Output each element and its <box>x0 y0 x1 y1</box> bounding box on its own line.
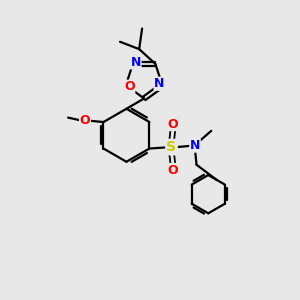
Text: N: N <box>130 56 141 69</box>
Text: O: O <box>168 118 178 130</box>
Text: O: O <box>124 80 135 93</box>
Text: N: N <box>154 77 165 90</box>
Text: S: S <box>167 140 176 154</box>
Text: N: N <box>190 139 200 152</box>
Text: O: O <box>80 114 90 127</box>
Text: O: O <box>168 164 178 176</box>
